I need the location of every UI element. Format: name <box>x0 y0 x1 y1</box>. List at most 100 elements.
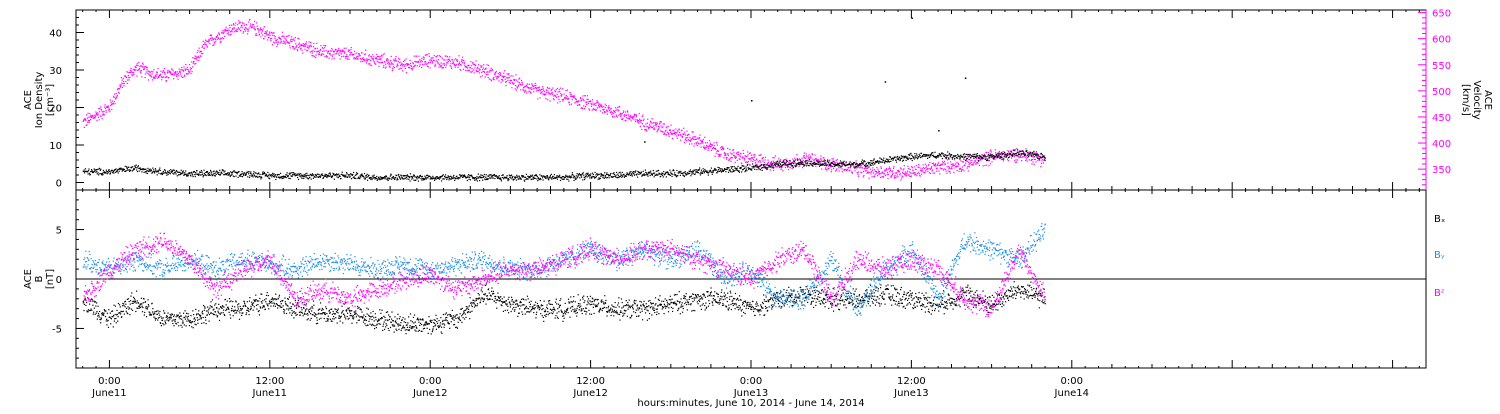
velocity-point <box>729 159 730 160</box>
density-point <box>167 171 168 172</box>
velocity-point <box>565 90 566 91</box>
density-point <box>467 175 468 176</box>
density-point <box>741 171 742 172</box>
velocity-point <box>351 47 352 48</box>
velocity-point <box>429 60 430 61</box>
velocity-point <box>355 58 356 59</box>
velocity-point <box>934 165 935 166</box>
velocity-point <box>660 121 661 122</box>
velocity-point <box>584 108 585 109</box>
density-point <box>850 161 851 162</box>
velocity-point <box>861 172 862 173</box>
velocity-point <box>619 106 620 107</box>
velocity-point <box>489 78 490 79</box>
density-point <box>911 158 912 159</box>
velocity-point <box>304 49 305 50</box>
density-point <box>870 160 871 161</box>
velocity-point <box>848 167 849 168</box>
density-point <box>230 176 231 177</box>
density-point <box>654 176 655 177</box>
density-point <box>486 174 487 175</box>
density-point <box>200 172 201 173</box>
velocity-point <box>635 119 636 120</box>
density-point <box>137 171 138 172</box>
density-point <box>785 165 786 166</box>
velocity-point <box>157 72 158 73</box>
velocity-point <box>948 166 949 167</box>
velocity-point <box>986 152 987 153</box>
velocity-point <box>618 110 619 111</box>
velocity-point <box>105 110 106 111</box>
velocity-point <box>420 64 421 65</box>
velocity-point <box>488 77 489 78</box>
velocity-point <box>481 72 482 73</box>
velocity-point <box>956 162 957 163</box>
velocity-point <box>109 109 110 110</box>
velocity-point <box>863 176 864 177</box>
velocity-point <box>691 139 692 140</box>
velocity-point <box>696 142 697 143</box>
velocity-point <box>306 44 307 45</box>
velocity-point <box>732 153 733 154</box>
velocity-point <box>393 66 394 67</box>
velocity-point <box>137 63 138 64</box>
density-point <box>99 168 100 169</box>
density-point <box>207 171 208 172</box>
velocity-point <box>300 48 301 49</box>
velocity-point <box>887 174 888 175</box>
velocity-point <box>349 50 350 51</box>
velocity-point <box>187 73 188 74</box>
velocity-point <box>482 71 483 72</box>
density-point <box>459 177 460 178</box>
velocity-point <box>920 168 921 169</box>
velocity-point <box>458 55 459 56</box>
velocity-point <box>542 93 543 94</box>
velocity-point <box>347 56 348 57</box>
velocity-point <box>895 172 896 173</box>
density-point <box>600 178 601 179</box>
density-point <box>719 167 720 168</box>
density-point <box>424 176 425 177</box>
velocity-point <box>825 168 826 169</box>
density-point <box>480 174 481 175</box>
velocity-point <box>663 134 664 135</box>
velocity-point <box>924 168 925 169</box>
velocity-point <box>854 170 855 171</box>
density-point <box>603 175 604 176</box>
velocity-point <box>806 155 807 156</box>
velocity-point <box>416 56 417 57</box>
velocity-point <box>473 69 474 70</box>
velocity-point <box>270 40 271 41</box>
density-point <box>364 179 365 180</box>
velocity-point <box>963 170 964 171</box>
velocity-point <box>961 171 962 172</box>
density-point <box>771 165 772 166</box>
velocity-point <box>555 96 556 97</box>
velocity-point <box>559 91 560 92</box>
density-point <box>446 179 447 180</box>
velocity-point <box>130 72 131 73</box>
density-point <box>592 173 593 174</box>
velocity-point <box>90 116 91 117</box>
density-point <box>407 174 408 175</box>
density-point <box>273 173 274 174</box>
velocity-point <box>686 140 687 141</box>
velocity-point <box>388 59 389 60</box>
velocity-point <box>127 72 128 73</box>
velocity-point <box>176 74 177 75</box>
velocity-point <box>572 99 573 100</box>
velocity-point <box>354 57 355 58</box>
velocity-point <box>468 65 469 66</box>
velocity-point <box>973 164 974 165</box>
velocity-point <box>578 100 579 101</box>
velocity-point <box>724 152 725 153</box>
density-point <box>261 177 262 178</box>
velocity-point <box>166 80 167 81</box>
density-point <box>857 163 858 164</box>
velocity-point <box>428 62 429 63</box>
velocity-point <box>199 48 200 49</box>
velocity-point <box>522 89 523 90</box>
velocity-point <box>724 155 725 156</box>
